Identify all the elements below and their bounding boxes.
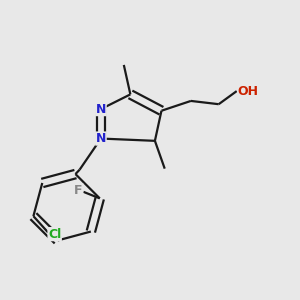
Text: OH: OH	[238, 85, 259, 98]
Text: Cl: Cl	[48, 228, 61, 241]
Text: F: F	[74, 184, 83, 197]
Text: N: N	[96, 103, 106, 116]
Text: N: N	[96, 132, 106, 145]
